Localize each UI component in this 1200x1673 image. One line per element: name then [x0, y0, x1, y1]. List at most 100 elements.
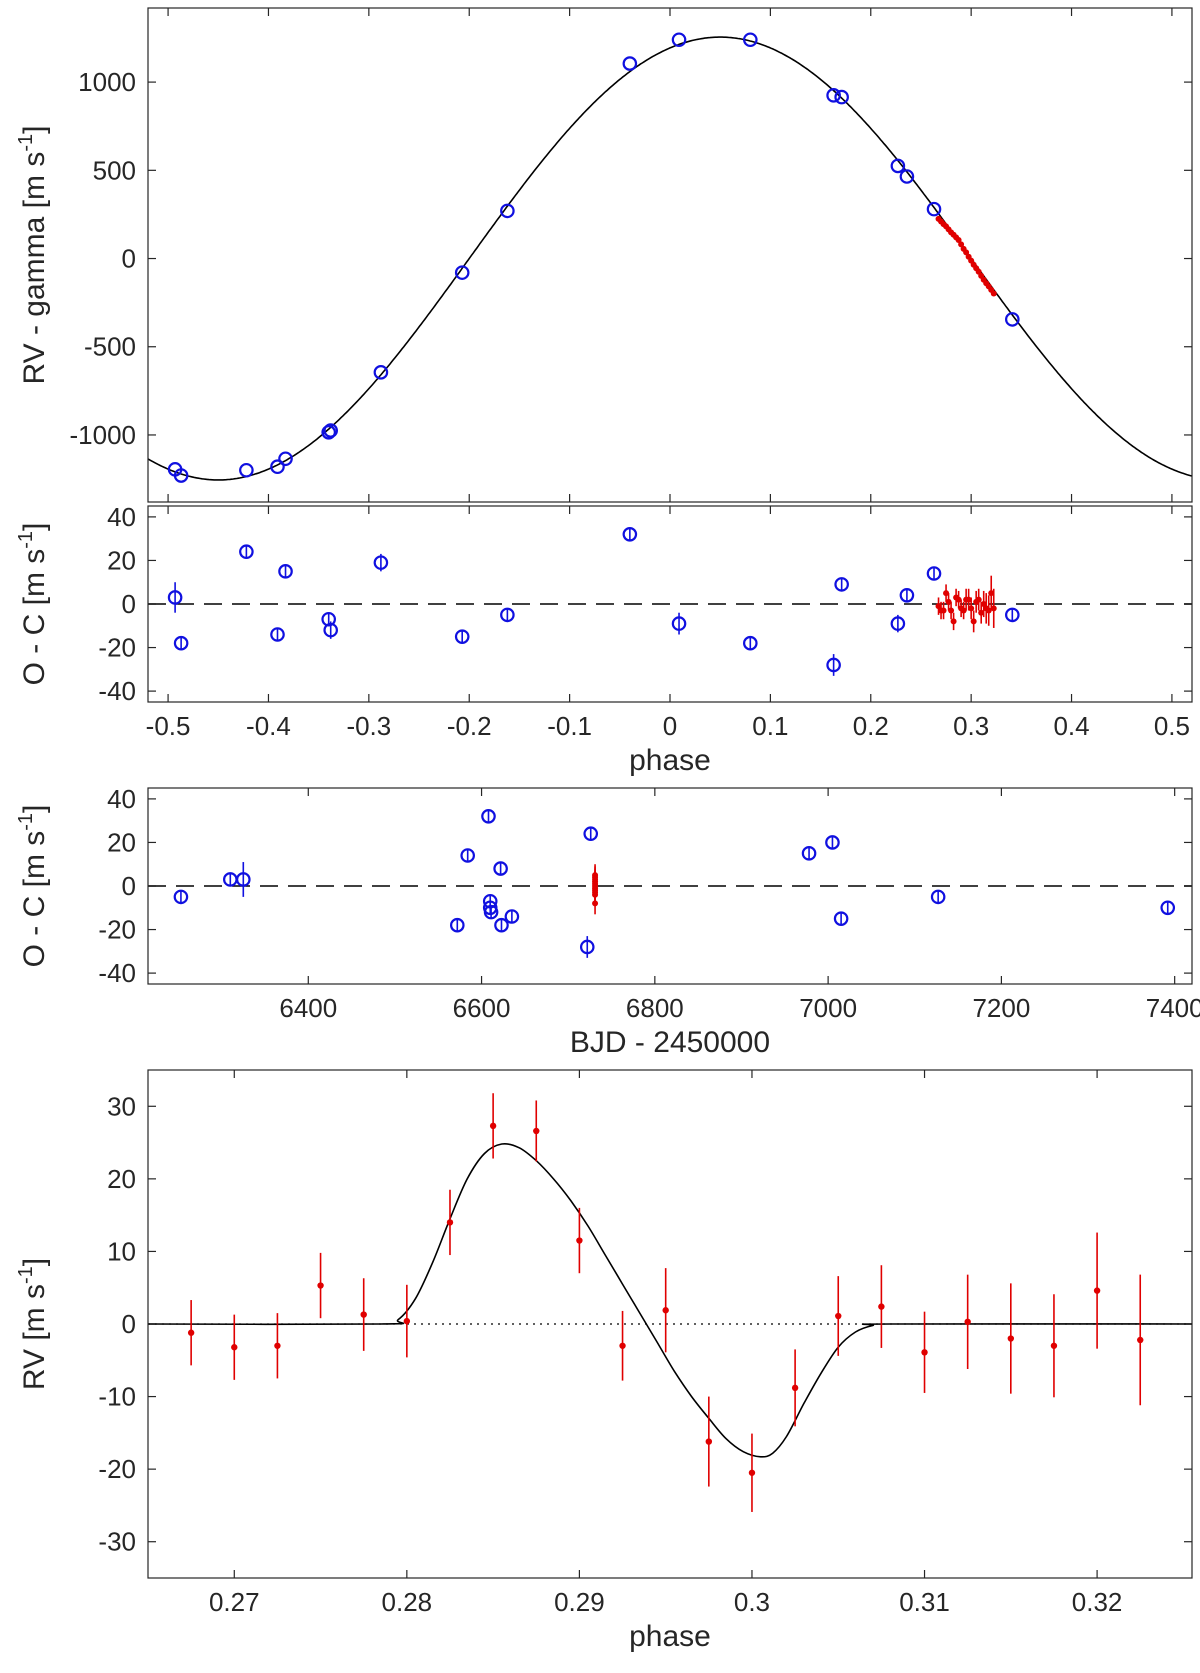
y-tick-label: 0 [122, 871, 136, 901]
data-point-transit [274, 1342, 281, 1349]
data-point-transit [489, 1122, 497, 1130]
rv-phase-axes-box [147, 7, 1193, 503]
x-tick-label: 0.1 [752, 711, 788, 741]
data-point-other [481, 809, 496, 824]
panel-rm-zoom: 0.27 0.28 0.29 0.3 0.31 0.32-30-20-100102030 … [15, 1069, 1193, 1653]
data-point-transit [705, 1438, 713, 1445]
rv-phase-ticks: -1000 -500 0 500 1000 [70, 8, 1192, 502]
data-point-transit [963, 249, 970, 256]
y-tick-label: -40 [98, 676, 136, 706]
data-point-other [671, 616, 687, 631]
x-tick-label: -0.1 [547, 711, 592, 741]
y-tick-label: -1000 [70, 420, 137, 450]
oc-phase-xlabel: phase [629, 744, 711, 777]
data-point-transit [968, 605, 975, 612]
data-point-transit [964, 1318, 971, 1326]
data-point-other [890, 158, 906, 174]
x-tick-label: 0.31 [899, 1587, 950, 1617]
y-tick-label: 20 [107, 827, 136, 857]
data-point-transit [940, 607, 947, 614]
data-point-other [450, 917, 465, 933]
data-point-transit [978, 609, 985, 616]
y-tick-label: -20 [98, 915, 136, 945]
data-point-other [323, 423, 338, 438]
data-point-other [833, 911, 849, 926]
data-point-other [743, 635, 758, 651]
data-point-other [460, 848, 475, 863]
data-point-transit [1137, 1336, 1144, 1344]
oc-time-ticks: 6400 6600 6800 7000 7200 7400 -40 -20 0 20 40 [98, 784, 1200, 1023]
data-point-transit [878, 1303, 885, 1310]
data-point-other [890, 616, 906, 631]
data-point-other [500, 203, 515, 219]
y-tick-label: 40 [107, 784, 136, 814]
rv-phase-ylabel: RV - gamma [m s-1] [15, 126, 51, 385]
data-point-other [622, 527, 638, 542]
data-point-other [373, 365, 389, 380]
data-point-transit [748, 1469, 756, 1476]
data-point-other [930, 889, 946, 905]
data-point-other [1160, 900, 1176, 916]
x-tick-label: 7200 [972, 993, 1030, 1023]
data-point-other [239, 544, 254, 560]
y-tick-label: 20 [107, 1164, 136, 1194]
panel-oc-phase: -0.5 -0.4 -0.3 -0.2 -0.1 0 0.1 0.2 0.3 0.4 0.5 -40 -… [15, 502, 1193, 777]
rm-zoom-points [187, 1093, 1144, 1512]
data-point-transit [1007, 1335, 1015, 1342]
rv-phase-points [167, 32, 1020, 483]
data-point-other [579, 939, 595, 955]
y-tick-label: 0 [122, 589, 136, 619]
data-point-transit [945, 598, 952, 605]
data-point-other [1005, 312, 1020, 327]
data-point-other [321, 425, 336, 440]
data-point-transit [980, 601, 987, 607]
data-point-transit [990, 605, 997, 612]
data-point-other [1005, 607, 1020, 623]
y-tick-label: 30 [107, 1091, 136, 1121]
x-tick-label: 7400 [1146, 993, 1200, 1023]
x-tick-label: -0.2 [447, 711, 492, 741]
oc-time-points [173, 809, 1176, 958]
x-tick-label: 0.2 [853, 711, 889, 741]
data-point-transit [955, 596, 962, 603]
oc-time-ylabel: O - C [m s-1] [15, 805, 51, 968]
y-tick-label: -20 [98, 633, 136, 663]
data-point-other [834, 577, 849, 592]
data-point-other [622, 56, 638, 71]
data-point-other [239, 462, 254, 478]
data-point-other [671, 32, 687, 48]
x-tick-label: 0.29 [554, 1587, 605, 1617]
x-tick-label: 6400 [279, 993, 337, 1023]
data-point-other [504, 909, 520, 924]
data-point-transit [955, 237, 962, 244]
data-point-other [173, 468, 189, 483]
data-point-other [270, 627, 285, 642]
panel-rv-phase: -1000 -500 0 500 1000 RV - gamma [m s-1] [15, 7, 1193, 503]
data-point-transit [619, 1342, 626, 1349]
oc-time-xlabel: BJD - 2450000 [570, 1026, 770, 1059]
x-tick-label: 7000 [799, 993, 857, 1023]
data-point-transit [921, 1349, 928, 1356]
data-point-transit [1050, 1342, 1058, 1349]
data-point-other [494, 917, 509, 933]
data-point-transit [1093, 1287, 1101, 1294]
y-tick-label: -500 [84, 332, 136, 362]
data-point-other [583, 826, 599, 842]
data-point-transit [403, 1317, 411, 1325]
data-point-other [454, 265, 470, 280]
data-point-other [321, 611, 336, 627]
oc-time-axes-box [147, 787, 1193, 985]
data-point-other [278, 564, 293, 579]
data-point-transit [360, 1311, 367, 1318]
data-point-other [173, 889, 189, 905]
data-point-other [899, 169, 915, 184]
data-point-transit [533, 1127, 540, 1135]
data-point-transit [592, 874, 599, 881]
data-point-transit [975, 596, 982, 603]
y-tick-label: 0 [122, 1309, 136, 1339]
data-point-transit [958, 241, 965, 248]
data-point-other [483, 904, 499, 920]
data-point-transit [576, 1237, 583, 1244]
data-point-other [173, 635, 189, 651]
